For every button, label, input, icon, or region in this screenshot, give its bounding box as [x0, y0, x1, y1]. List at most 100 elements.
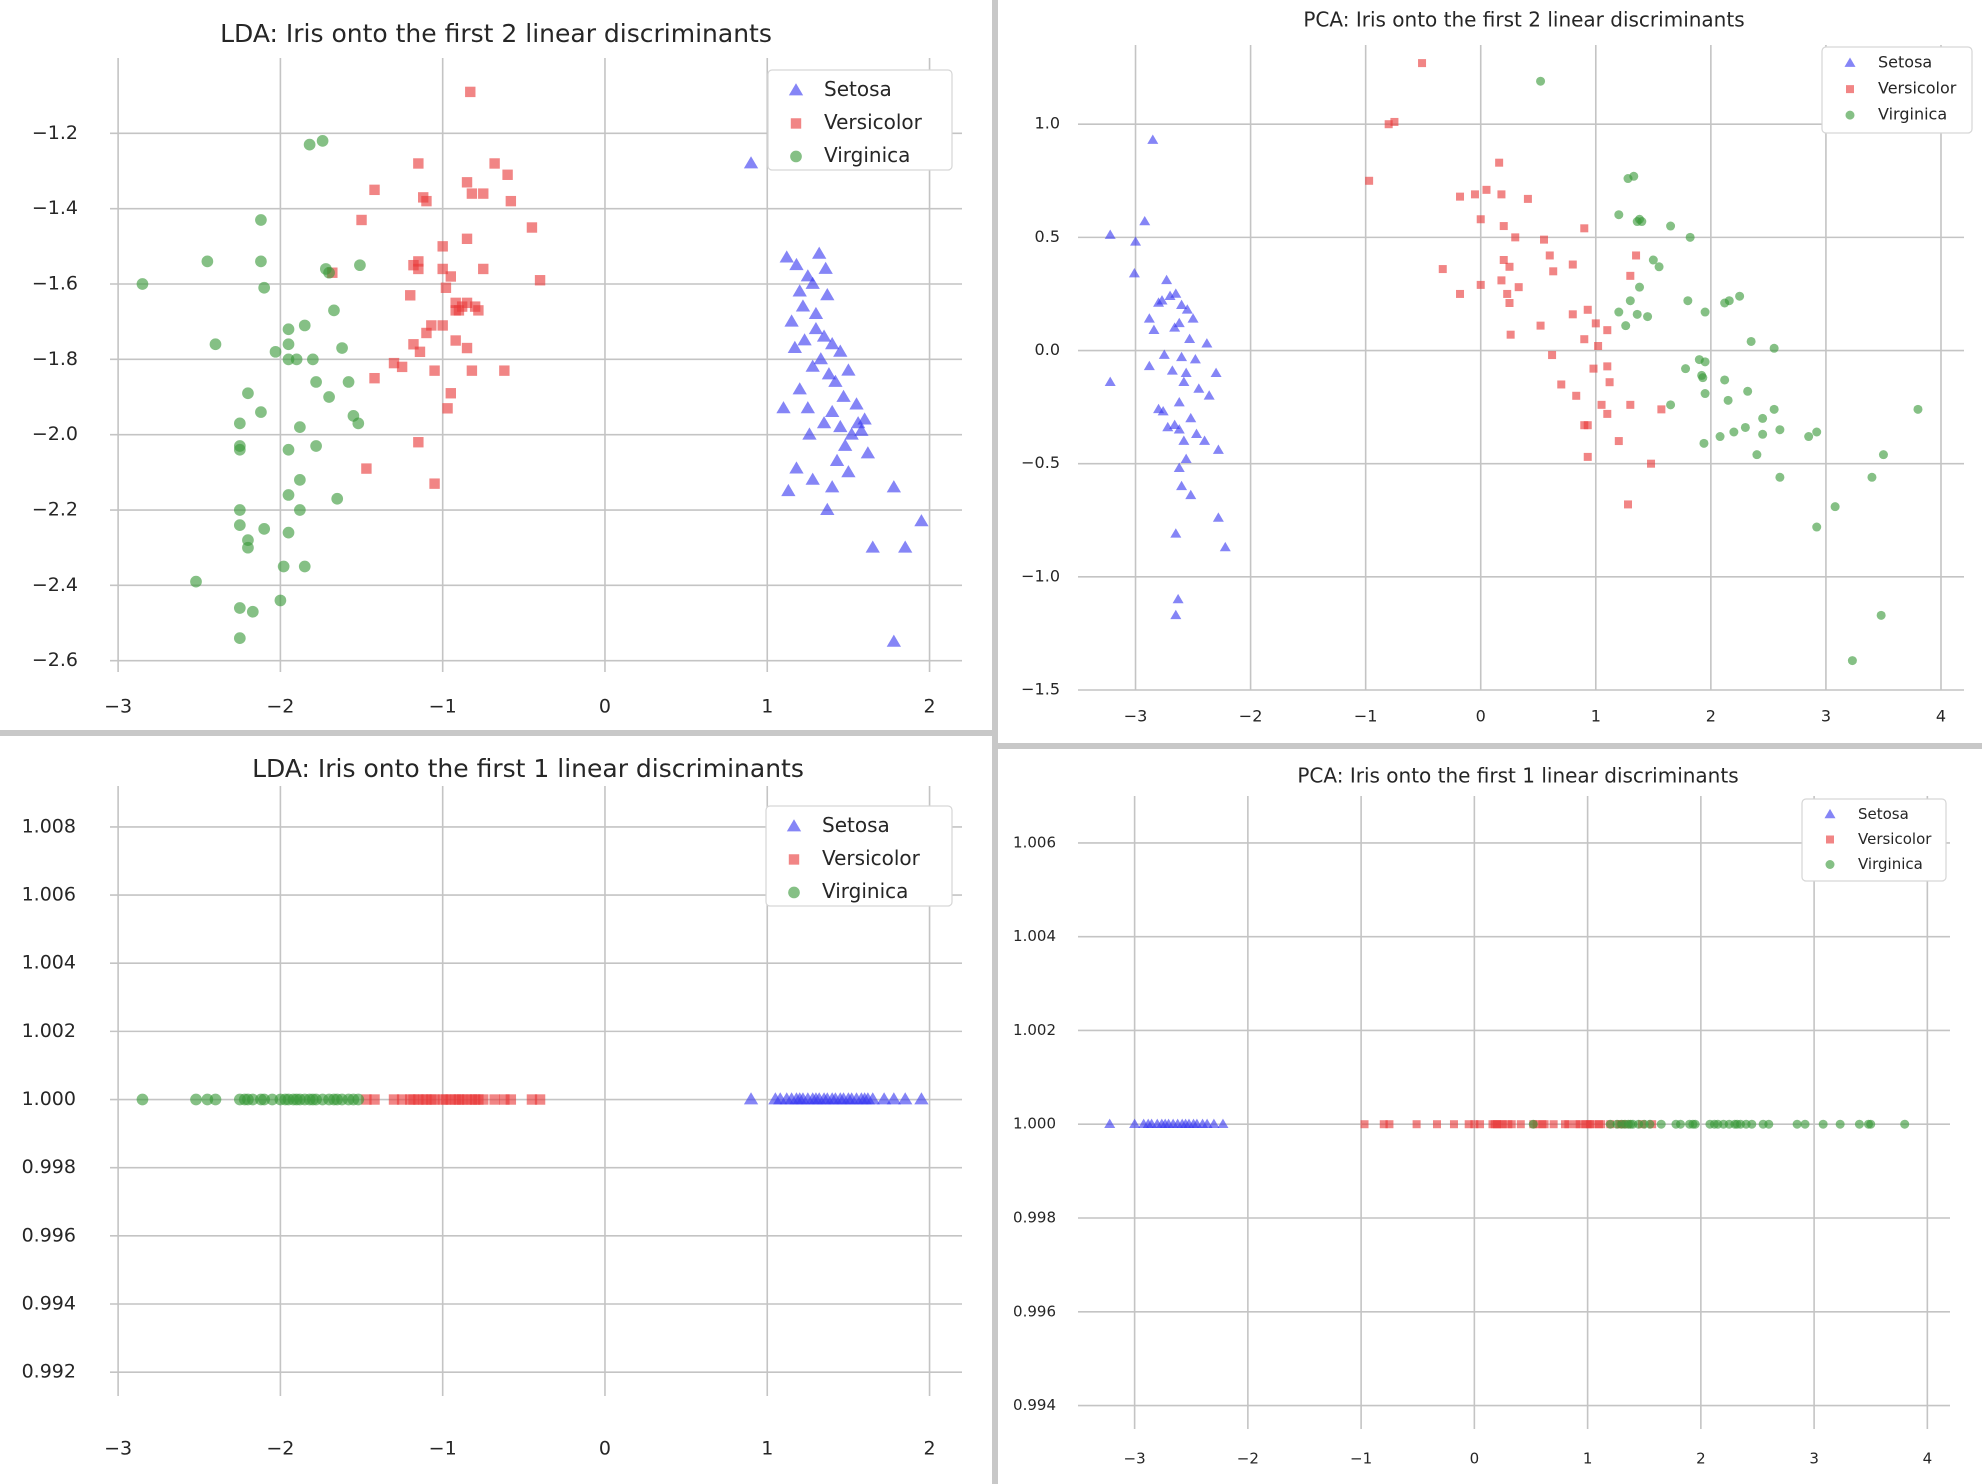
data-point-virginica [352, 417, 365, 430]
data-point-versicolor [1545, 251, 1554, 260]
chart-panel-lda-2d: LDA: Iris onto the first 2 linear discri… [0, 0, 992, 730]
legend-marker-virginica [788, 886, 800, 899]
data-point-virginica [294, 504, 306, 516]
data-point-virginica [1700, 357, 1710, 367]
data-point-virginica [1740, 422, 1750, 432]
data-point-versicolor [442, 403, 453, 414]
data-point-versicolor [1583, 452, 1592, 461]
data-point-setosa [838, 438, 853, 451]
data-point-versicolor [461, 177, 473, 188]
data-point-versicolor [1647, 459, 1656, 468]
data-point-versicolor [1470, 190, 1479, 199]
data-point-versicolor [1506, 330, 1515, 339]
data-point-setosa [797, 333, 812, 346]
legend-label-setosa: Setosa [822, 813, 890, 837]
data-point-virginica [1746, 336, 1756, 346]
x-tick-label: 1 [761, 1438, 773, 1460]
series-versicolor [327, 86, 546, 489]
data-point-versicolor [461, 297, 473, 309]
y-tick-label: −2.2 [32, 499, 78, 521]
data-point-setosa [1104, 1118, 1116, 1129]
series-virginica [136, 1093, 365, 1106]
data-point-versicolor [1476, 215, 1485, 224]
data-point-setosa [1181, 304, 1193, 314]
legend-label-versicolor: Versicolor [824, 110, 923, 134]
data-point-virginica [233, 417, 246, 430]
data-point-virginica [298, 319, 311, 332]
data-point-versicolor [1456, 192, 1465, 201]
chart-title: PCA: Iris onto the first 1 linear discri… [1297, 764, 1738, 788]
data-point-setosa [1139, 215, 1151, 226]
data-point-versicolor [453, 305, 465, 316]
data-point-versicolor [1626, 400, 1635, 409]
y-tick-label: −1.2 [32, 122, 78, 144]
data-point-virginica [233, 602, 246, 614]
data-point-versicolor [445, 271, 456, 282]
data-point-setosa [898, 540, 913, 553]
data-point-setosa [805, 359, 820, 372]
x-tick-label: 1 [1591, 707, 1601, 726]
data-point-virginica [1747, 1119, 1757, 1129]
data-point-virginica [1685, 232, 1695, 242]
data-point-versicolor [429, 365, 440, 376]
data-point-setosa [1173, 462, 1185, 472]
x-tick-label: −2 [266, 1438, 294, 1460]
data-point-virginica [277, 560, 290, 573]
data-point-versicolor [413, 437, 424, 448]
data-point-virginica [1743, 386, 1753, 396]
chart-title: LDA: Iris onto the first 1 linear discri… [252, 754, 804, 783]
data-point-setosa [1104, 376, 1116, 386]
chart-panel-pca-1d: PCA: Iris onto the first 1 linear discri… [998, 749, 1982, 1484]
data-point-versicolor [1549, 267, 1558, 276]
grid-lines [1078, 45, 1964, 691]
data-point-versicolor [1614, 437, 1623, 446]
data-point-setosa [1166, 365, 1178, 375]
chart-panel-lda-1d: LDA: Iris onto the first 1 linear discri… [0, 736, 992, 1484]
data-point-setosa [820, 288, 835, 301]
data-point-versicolor [1476, 280, 1485, 289]
data-point-setosa [1212, 512, 1224, 522]
data-point-virginica [316, 135, 329, 147]
x-tick-label: −3 [1124, 707, 1148, 726]
data-point-virginica [1804, 432, 1814, 442]
y-tick-label: 1.008 [22, 815, 76, 837]
data-point-virginica [136, 1093, 149, 1106]
data-point-virginica [1681, 364, 1691, 374]
data-point-virginica [1645, 1119, 1655, 1129]
series-setosa [1104, 1118, 1229, 1129]
legend-label-setosa: Setosa [1858, 805, 1909, 823]
data-point-versicolor [1540, 1120, 1549, 1129]
legend-box [1801, 798, 1947, 882]
data-point-setosa [743, 1092, 759, 1105]
x-tick-label: 2 [923, 1438, 935, 1460]
data-point-versicolor [1536, 321, 1545, 330]
data-point-setosa [1184, 333, 1196, 343]
data-point-versicolor [1390, 117, 1399, 126]
data-point-versicolor [1482, 185, 1491, 194]
data-point-setosa [860, 446, 876, 459]
data-point-virginica [1623, 174, 1633, 184]
data-point-virginica [1876, 610, 1886, 620]
x-tick-label: 1 [1583, 1450, 1593, 1468]
data-point-virginica [1656, 1119, 1666, 1129]
data-point-setosa [865, 1092, 880, 1105]
data-point-virginica [246, 605, 259, 618]
data-point-virginica [233, 443, 246, 456]
chart-pca-1d: PCA: Iris onto the first 1 linear discri… [1013, 764, 1950, 1468]
y-tick-label: 1.004 [1013, 927, 1056, 945]
x-tick-label: −1 [1354, 707, 1378, 726]
x-tick-label: −1 [429, 696, 457, 718]
data-point-versicolor [1438, 265, 1447, 274]
series-versicolor [1365, 59, 1666, 509]
series-versicolor [361, 1094, 546, 1105]
chart-pca-2d: PCA: Iris onto the first 2 linear discri… [1021, 8, 1973, 726]
data-point-versicolor [388, 357, 400, 369]
data-point-virginica [1528, 1119, 1538, 1129]
data-point-versicolor [478, 1094, 489, 1105]
data-point-setosa [1217, 1118, 1229, 1129]
data-point-setosa [1153, 297, 1165, 307]
legend-label-virginica: Virginica [1878, 105, 1947, 124]
legend-marker-setosa [1824, 808, 1836, 819]
data-point-virginica [1812, 427, 1822, 437]
x-tick-label: −2 [1237, 1450, 1259, 1468]
